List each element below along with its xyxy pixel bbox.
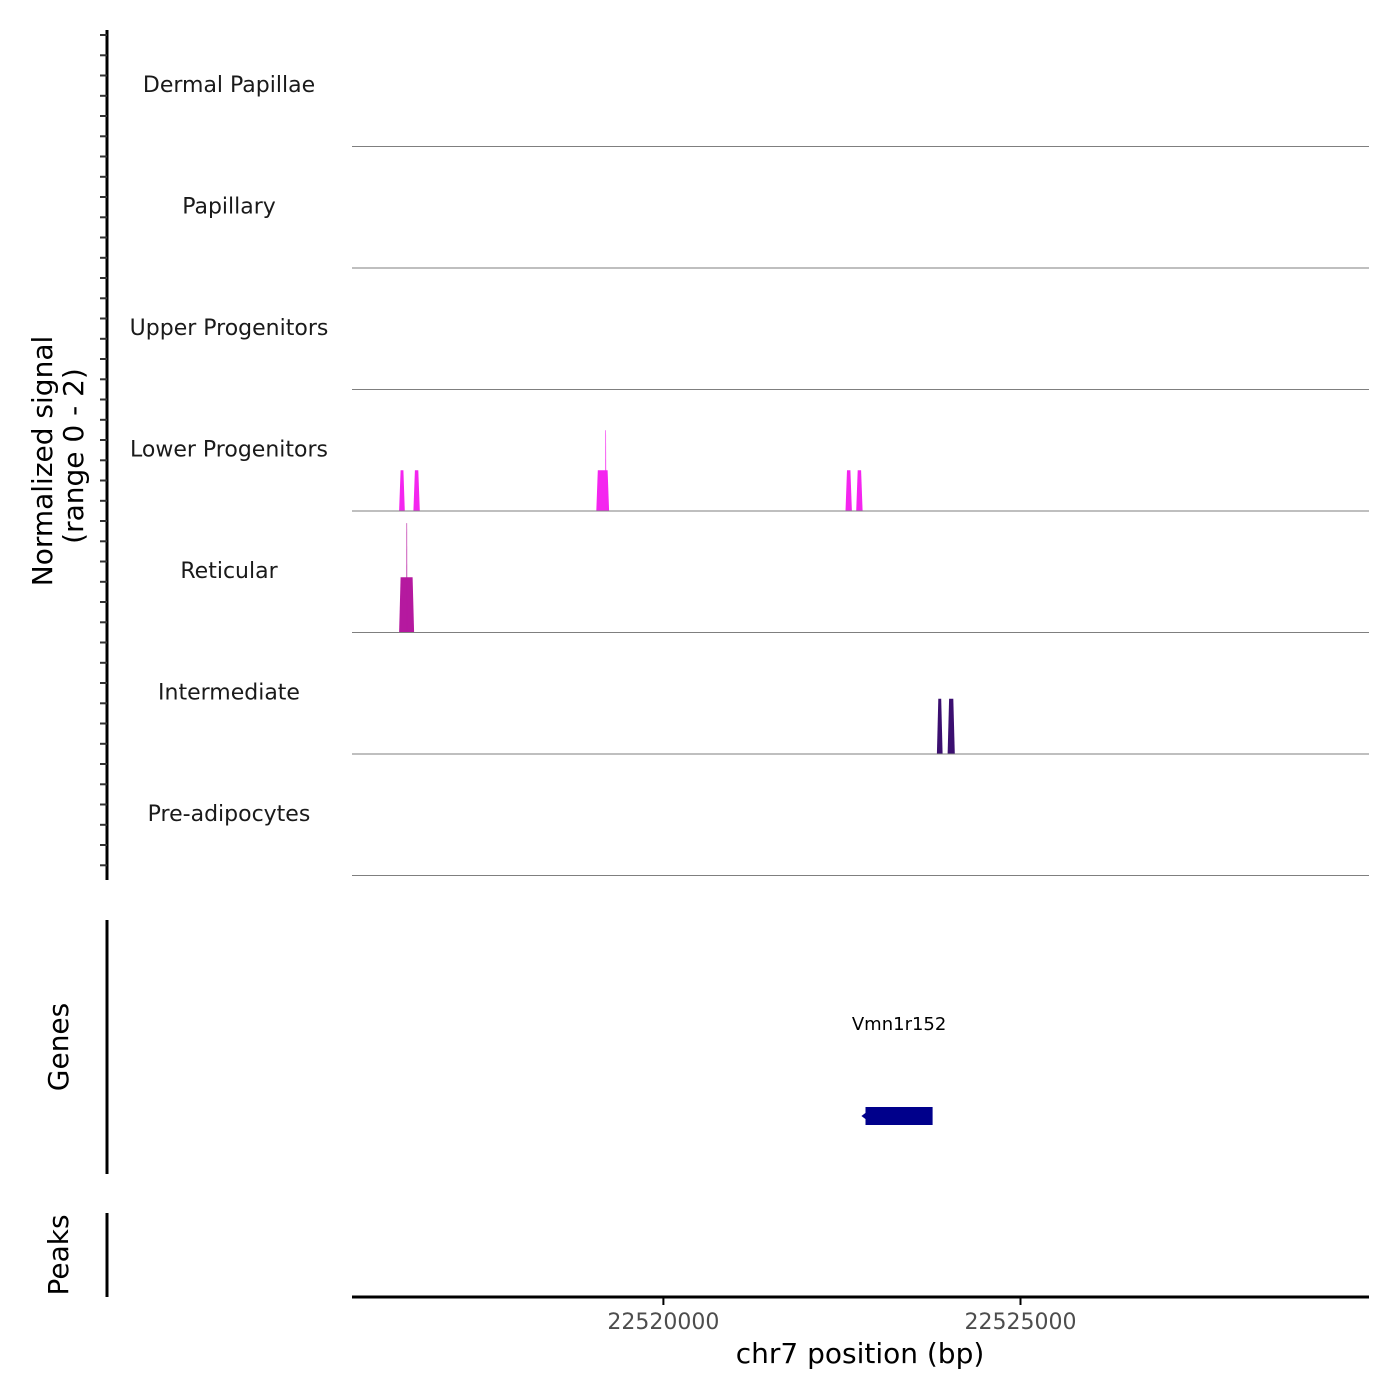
track-label: Papillary [182,195,276,220]
x-tick-label: 22525000 [965,1310,1077,1335]
track-label: Dermal Papillae [143,73,315,98]
coverage-track: Papillary [182,195,1369,269]
strand-arrow [861,1109,873,1123]
gene-label: Vmn1r152 [852,1014,946,1035]
track-label: Upper Progenitors [130,316,329,341]
gene-body [865,1107,933,1125]
y-axis-title-line2: (range 0 - 2) [57,368,90,544]
track-label: Pre-adipocytes [148,802,311,827]
x-axis-title: chr7 position (bp) [736,1337,985,1370]
peaks-axis-title: Peaks [42,1214,75,1295]
coverage-track: Pre-adipocytes [148,802,1369,876]
coverage-track: Intermediate [158,681,1369,755]
coverage-peak [936,698,943,754]
coverage-peak [947,698,955,754]
coverage-peak [605,430,607,511]
coverage-track: Reticular [180,523,1369,633]
coverage-tracks: Dermal Papillae Papillary Upper Progenitor… [130,73,1369,876]
track-label: Reticular [180,559,278,584]
coverage-peak [845,470,852,511]
coverage-peak [399,470,405,511]
coverage-track: Lower Progenitors [130,430,1369,512]
coverage-peak [856,470,863,511]
genes-axis-title: Genes [42,1003,75,1091]
coverage-track: Upper Progenitors [130,316,1369,390]
y-axis-title-line1: Normalized signal [26,336,59,587]
track-label: Intermediate [158,681,300,706]
x-axis-ticks: 22520000 22525000 [607,1297,1076,1335]
coverage-peak [596,470,610,511]
coverage-track: Dermal Papillae [143,73,1369,147]
signal-y-axis [100,30,109,880]
coverage-peak [413,470,420,511]
coverage-peak [406,523,408,633]
track-label: Lower Progenitors [130,438,328,463]
x-tick-label: 22520000 [607,1310,719,1335]
gene-annotation-track: Vmn1r152 [852,1014,946,1125]
